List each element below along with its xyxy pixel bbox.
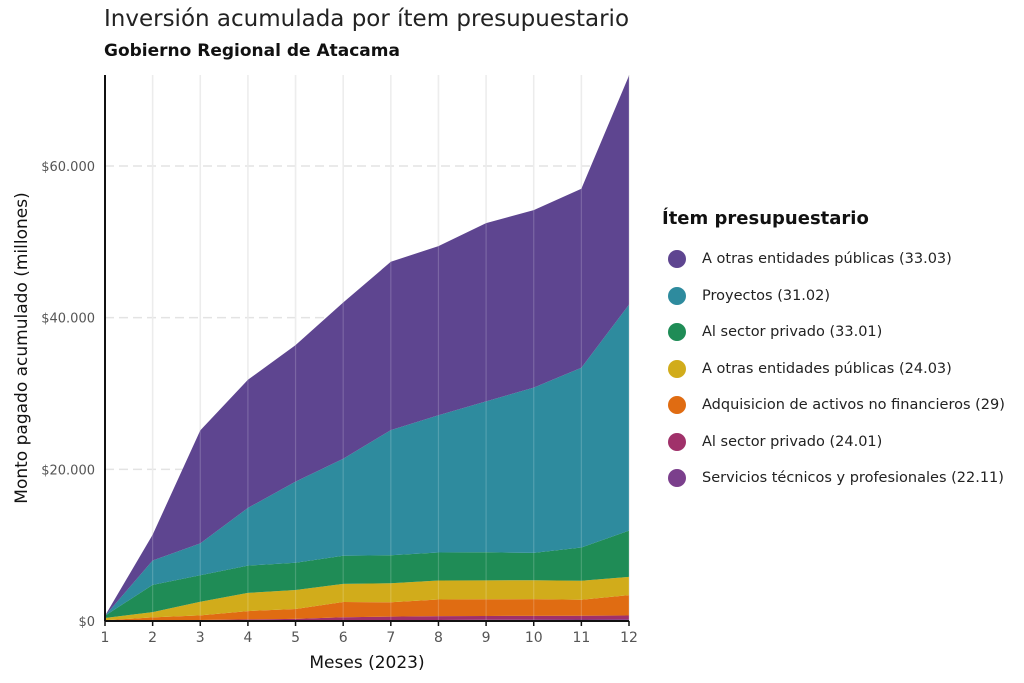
legend-item: Adquisicion de activos no financieros (2… [662, 387, 1005, 424]
legend-swatch [668, 286, 686, 305]
x-tick-label: 5 [291, 630, 300, 646]
legend-title: Ítem presupuestario [662, 208, 869, 229]
legend-label: A otras entidades públicas (33.03) [702, 251, 952, 268]
legend-swatch [668, 250, 686, 269]
area-series [105, 304, 629, 616]
chart-subtitle: Gobierno Regional de Atacama [104, 41, 400, 61]
legend-swatch [668, 359, 686, 378]
x-tick-label: 4 [243, 630, 252, 646]
legend-item: A otras entidades públicas (33.03) [662, 241, 1005, 278]
x-tick-label: 12 [620, 630, 638, 646]
y-tick-label: $60.000 [41, 160, 95, 175]
legend-swatch [668, 396, 686, 415]
chart-title: Inversión acumulada por ítem presupuesta… [104, 6, 630, 32]
legend-item: Servicios técnicos y profesionales (22.1… [662, 460, 1005, 497]
x-tick-label: 11 [572, 630, 590, 646]
legend-label: A otras entidades públicas (24.03) [702, 360, 952, 377]
legend-item: A otras entidades públicas (24.03) [662, 351, 1005, 388]
legend: Ítem presupuestario A otras entidades pú… [662, 208, 1005, 497]
x-tick-label: 3 [196, 630, 205, 646]
legend-items: A otras entidades públicas (33.03) Proyec… [662, 241, 1005, 497]
area-series [105, 615, 629, 621]
area-series [105, 75, 629, 616]
legend-item: Al sector privado (24.01) [662, 424, 1005, 461]
y-tick-label: $20.000 [41, 463, 95, 478]
x-axis-label: Meses (2023) [309, 653, 424, 673]
legend-swatch [668, 469, 686, 488]
axes [104, 75, 630, 626]
legend-item: Proyectos (31.02) [662, 278, 1005, 315]
legend-label: Adquisicion de activos no financieros (2… [702, 397, 1005, 414]
y-axis-label: Monto pagado acumulado (millones) [12, 192, 32, 503]
x-tick-label: 10 [525, 630, 543, 646]
area-series [105, 530, 629, 618]
x-tick-label: 1 [101, 630, 110, 646]
x-tick-label: 6 [339, 630, 348, 646]
x-tick-label: 8 [434, 630, 443, 646]
legend-label: Al sector privado (24.01) [702, 433, 883, 450]
stacked-areas [105, 75, 630, 621]
x-tick-label: 7 [386, 630, 395, 646]
legend-item: Al sector privado (33.01) [662, 314, 1005, 351]
y-tick-label: $40.000 [41, 312, 95, 327]
legend-swatch [668, 432, 686, 451]
legend-label: Proyectos (31.02) [702, 287, 831, 304]
area-series [105, 595, 629, 621]
x-tick-label: 9 [482, 630, 491, 646]
legend-label: Servicios técnicos y profesionales (22.1… [702, 470, 1004, 487]
y-tick-label: $0 [78, 615, 95, 630]
legend-label: Al sector privado (33.01) [702, 324, 883, 341]
area-series [105, 576, 629, 621]
legend-swatch [668, 323, 686, 342]
x-tick-label: 2 [148, 630, 157, 646]
